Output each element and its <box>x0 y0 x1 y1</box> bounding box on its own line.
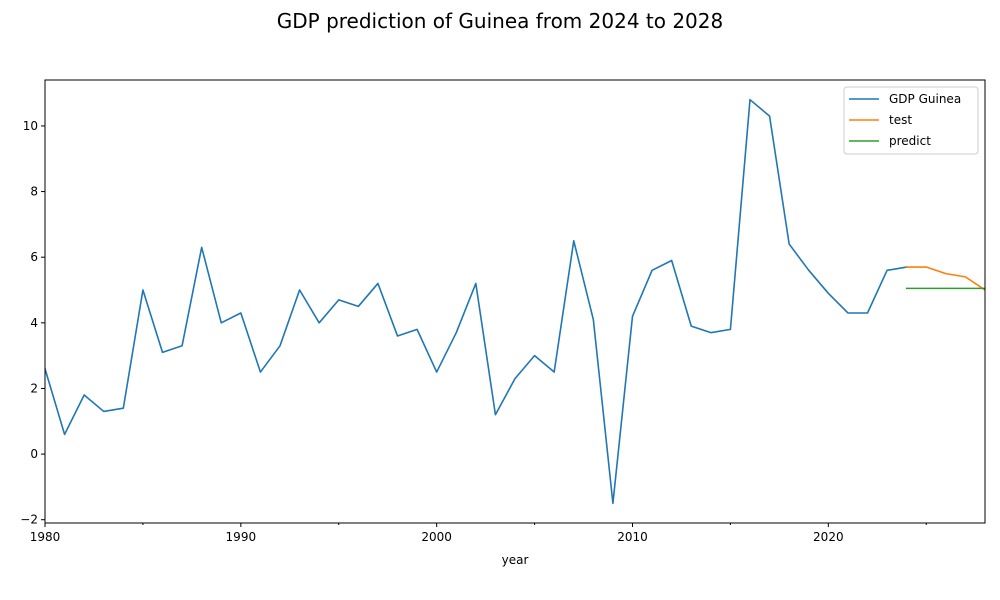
axes-frame <box>44 79 986 524</box>
y-tick-label: 6 <box>30 250 38 264</box>
x-tick-label: 1980 <box>30 530 61 544</box>
series-line-gdp-guinea <box>45 98 908 505</box>
chart-title: GDP prediction of Guinea from 2024 to 20… <box>277 9 723 33</box>
axis-ticks: 1980 1990 2000 2010 2020 −2 0 2 4 6 8 10 <box>20 119 927 544</box>
legend-box <box>843 86 979 155</box>
x-tick-label: 1990 <box>226 530 257 544</box>
x-tick-label: 2010 <box>617 530 648 544</box>
x-tick-label: 2020 <box>813 530 844 544</box>
series-line-test <box>905 266 985 291</box>
plot-area <box>45 98 985 505</box>
y-tick-label: 2 <box>30 381 38 395</box>
y-tick-label: 4 <box>30 316 38 330</box>
x-axis-label: year <box>502 553 529 567</box>
legend-label: predict <box>889 134 931 148</box>
legend-label: GDP Guinea <box>889 92 961 106</box>
x-tick-label: 2000 <box>421 530 452 544</box>
legend-label: test <box>889 113 912 127</box>
y-tick-label: 0 <box>30 447 38 461</box>
y-tick-label: 8 <box>30 185 38 199</box>
y-tick-label: 10 <box>23 119 38 133</box>
legend: GDP Guinea test predict <box>843 86 979 155</box>
y-tick-label: −2 <box>20 513 38 527</box>
